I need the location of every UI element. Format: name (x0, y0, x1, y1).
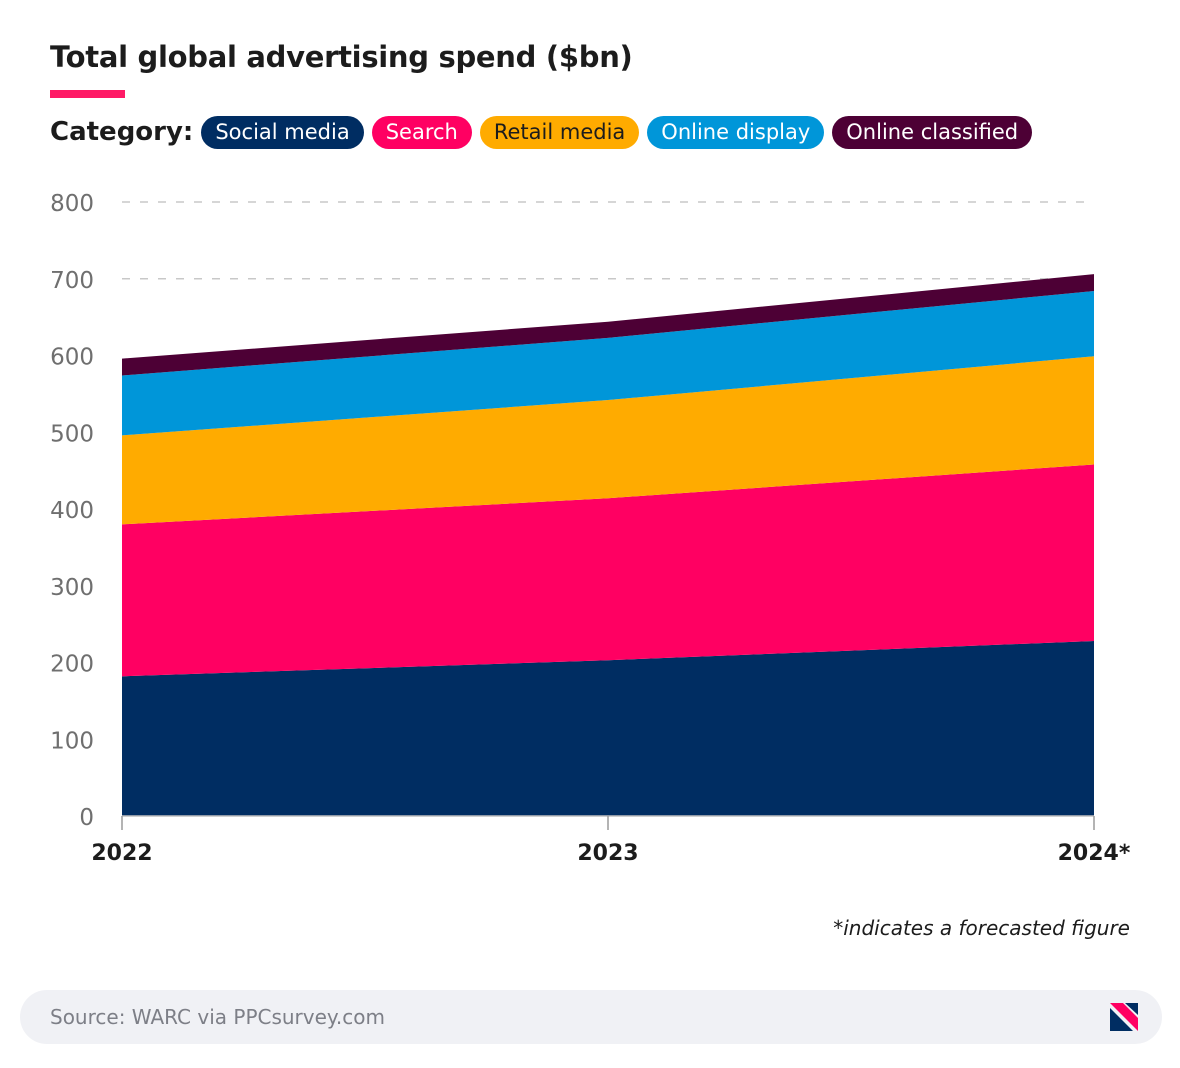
stacked-area-chart: 0100200300400500600700800202220232024*Ye… (50, 191, 1131, 866)
legend-item-search: Search (371, 115, 472, 149)
x-tick-label-0: 2022 (91, 841, 152, 866)
ppcsurvey-logo-icon (1110, 1003, 1138, 1031)
y-tick-label-100: 100 (50, 728, 94, 754)
legend-item-online-classified: Online classified (832, 115, 1033, 149)
source-text: Source: WARC via PPCsurvey.com (50, 1005, 385, 1029)
y-tick-label-200: 200 (50, 652, 94, 678)
legend-item-online-display: Online display (647, 115, 825, 149)
legend-item-retail-media: Retail media (479, 115, 640, 149)
area-search (122, 464, 1094, 677)
y-tick-label-500: 500 (50, 421, 94, 447)
legend: Category: Social media Search Retail media… (50, 114, 1040, 150)
forecast-footnote: *indicates a forecasted figure (833, 916, 1130, 940)
x-tick-label-1: 2023 (577, 841, 638, 866)
area-online-classified (122, 274, 1094, 376)
source-bar: Source: WARC via PPCsurvey.com (20, 990, 1162, 1044)
y-tick-label-600: 600 (50, 345, 94, 371)
legend-item-social-media: Social media (201, 115, 364, 149)
area-online-display (122, 291, 1094, 436)
title-accent-bar (50, 90, 125, 98)
area-social-media (122, 641, 1094, 816)
x-tick-label-2: 2024* (1058, 841, 1131, 866)
y-tick-label-400: 400 (50, 498, 94, 524)
y-tick-label-800: 800 (50, 191, 94, 217)
y-tick-label-300: 300 (50, 575, 94, 601)
legend-category-label: Category: (50, 117, 194, 147)
y-tick-label-0: 0 (79, 805, 94, 831)
y-tick-label-700: 700 (50, 268, 94, 294)
chart-title: Total global advertising spend ($bn) (50, 40, 633, 74)
area-retail-media (122, 356, 1094, 525)
